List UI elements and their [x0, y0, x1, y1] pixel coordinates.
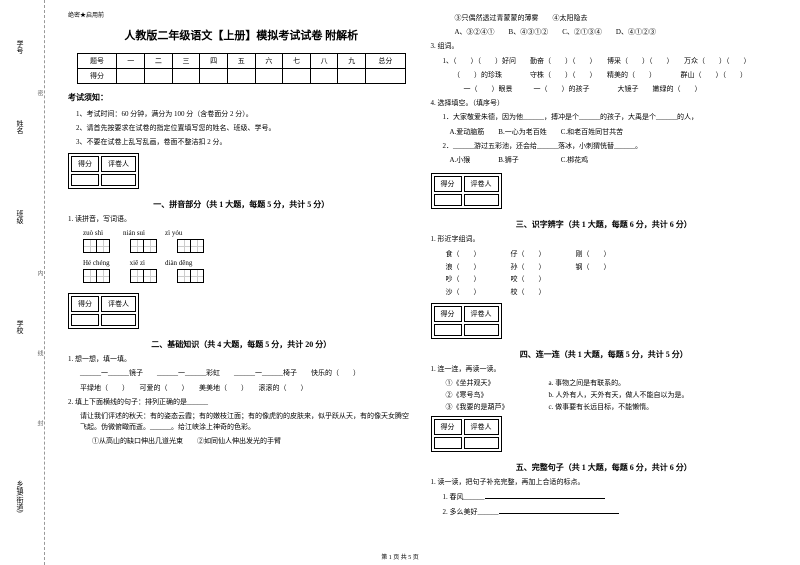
label-xingming: 姓名 [15, 120, 25, 134]
s5-item-1: 1. 春风______ [443, 491, 778, 503]
fold-nei: 内 [35, 270, 44, 276]
th-5: 五 [227, 54, 255, 69]
scorer-box-1: 得分评卷人 [68, 153, 139, 189]
section-2-title: 二、基础知识（共 4 大题，每题 5 分，共计 20 分） [68, 339, 415, 350]
s4-q1: 1. 连一连，再读一读。 [431, 364, 778, 375]
th-8: 八 [310, 54, 338, 69]
notice-heading: 考试须知： [68, 92, 415, 103]
py-3: zì yóu [165, 229, 182, 237]
connect-left: ①《坐井观天》 ②《寒号鸟》 ③《我要的是葫芦》 [446, 378, 509, 412]
py-6: diàn dēng [165, 259, 192, 267]
th-3: 三 [172, 54, 200, 69]
notice-1: 1、考试时间：60 分钟，满分为 100 分（含卷面分 2 分）。 [76, 107, 415, 121]
label-xuehao: 学号 [15, 40, 25, 54]
py-5: xiě zì [130, 259, 145, 267]
th-9: 九 [338, 54, 366, 69]
score-header-row: 题号 一 二 三 四 五 六 七 八 九 总分 [77, 54, 405, 69]
notice-3: 3、不要在试卷上乱写乱画，卷面不整洁扣 2 分。 [76, 135, 415, 149]
th-7: 七 [283, 54, 311, 69]
page-footer: 第 1 页 共 5 页 [381, 552, 419, 561]
connect-block: ①《坐井观天》 ②《寒号鸟》 ③《我要的是葫芦》 a. 事物之间是有联系的。 b… [446, 378, 778, 412]
s2-q4-l3: 2．______游过五彩池，还会给______落冰，小刺猬恍替______。 [443, 141, 778, 152]
score-table: 题号 一 二 三 四 五 六 七 八 九 总分 得分 [77, 53, 406, 84]
grid-5[interactable] [130, 269, 157, 283]
notice-2: 2、请首先按要求在试卷的指定位置填写您的姓名、班级、学号。 [76, 121, 415, 135]
word-grid: 食（ ）仔（ ）刚（ ） 浪（ ）孙（ ）钢（ ） 吵（ ）咬（ ） 沙（ ）校… [446, 248, 778, 298]
scorer-person: 评卷人 [101, 156, 136, 172]
grid-4[interactable] [83, 269, 110, 283]
pinyin-row-2: Hé chéng xiě zì diàn dēng [83, 259, 415, 267]
pinyin-row-1: zuò shì nián suì zì yóu [83, 229, 415, 237]
s2-q2: 2. 填上下面横线的句子：排列正确的是______ [68, 397, 415, 408]
s2-q4-l4: A.小猴 B.狮子 C.梆花鸡 [443, 155, 778, 166]
section-3-title: 三、识字辨字（共 1 大题，每题 6 分，共计 6 分） [431, 219, 778, 230]
label-banji: 班级 [15, 210, 25, 224]
scorer-box-3: 得分评卷人 [431, 173, 502, 209]
s5-q1: 1. 读一读，把句子补充完整，再加上合适的标点。 [431, 477, 778, 488]
th-4: 四 [200, 54, 228, 69]
py-1: zuò shì [83, 229, 103, 237]
grid-2[interactable] [130, 239, 157, 253]
s1-q1: 1. 读拼音，写词语。 [68, 214, 415, 225]
s2-q4-l1: 1．大家敬爱朱德，因为他______，搏冲是个______的孩子，大禹是个___… [443, 112, 778, 123]
exam-title: 人教版二年级语文【上册】模拟考试试卷 附解析 [68, 27, 415, 43]
section-1-title: 一、拼音部分（共 1 大题，每题 5 分，共计 5 分） [68, 199, 415, 210]
scorer-box-5: 得分评卷人 [431, 416, 502, 452]
th-6: 六 [255, 54, 283, 69]
score-value-row: 得分 [77, 69, 405, 84]
s2-q3-l1: 1、（ ）（ ）好问 勤奋（ ）（ ） 博采（ ）（ ） 万众（ ）（ ） [443, 56, 778, 67]
grid-3[interactable] [177, 239, 204, 253]
scorer-box-2: 得分评卷人 [68, 293, 139, 329]
fold-feng: 封 [35, 420, 44, 426]
s2-q2-text: 请让我们评述的秋天：有的姿态云霞；有的嫩枝江面；有的像虎豹的皮肤来，似乎跃从天，… [80, 411, 415, 433]
s2-q1-l2: 平绿地（ ） 可爱的（ ） 美美地（ ） 滚滚的（ ） [80, 383, 415, 394]
th-10: 总分 [366, 54, 406, 69]
fold-mi: 密 [35, 90, 44, 96]
s2-q4-l2: A.爱动脑筋 B.一心为老百姓 C.和老百姓同甘共苦 [443, 127, 778, 138]
s2-q2-opt1: ①从高山的缺口伸出几道光束 ②如同仙人伸出发光的手臂 [92, 436, 415, 447]
s5-item-2: 2. 多么美好______ [443, 506, 778, 518]
connect-right: a. 事物之间是有联系的。 b. 人外有人，天外有天，做人不能自以为是。 c. … [549, 378, 689, 412]
th-2: 二 [145, 54, 173, 69]
py-2: nián suì [123, 229, 145, 237]
grid-row-2 [83, 269, 415, 283]
td-label: 得分 [77, 69, 117, 84]
grid-1[interactable] [83, 239, 110, 253]
s2-q3-l3: 一（ ）眼景 一（ ）的孩子 大镜子 嫩绿的（ ） [443, 84, 778, 95]
s3-q1: 1. 形近字组词。 [431, 234, 778, 245]
page-content: 绝密★启用前 人教版二年级语文【上册】模拟考试试卷 附解析 题号 一 二 三 四… [45, 0, 800, 565]
py-4: Hé chéng [83, 259, 110, 267]
grid-6[interactable] [177, 269, 204, 283]
right-column: ③只偶然透过青蒙蒙的薄雾 ④太阳隐去 A、③②④① B、④③①② C、②①③④ … [423, 10, 786, 555]
section-5-title: 五、完整句子（共 1 大题，每题 6 分，共计 6 分） [431, 462, 778, 473]
scorer-score: 得分 [71, 156, 99, 172]
s2-q4: 4. 选择填空。（填序号） [431, 98, 778, 109]
s2-q1-l1: ______一______镜子 ______一______彩虹 ______一_… [80, 368, 415, 379]
label-xuexiao: 学校 [15, 320, 25, 334]
notice-list: 1、考试时间：60 分钟，满分为 100 分（含卷面分 2 分）。 2、请首先按… [76, 107, 415, 149]
fold-xian: 线 [35, 350, 44, 356]
s2-q2-more2: A、③②④① B、④③①② C、②①③④ D、④①②③ [455, 27, 778, 38]
th-0: 题号 [77, 54, 117, 69]
th-1: 一 [117, 54, 145, 69]
s2-q2-more1: ③只偶然透过青蒙蒙的薄雾 ④太阳隐去 [455, 13, 778, 24]
grid-row-1 [83, 239, 415, 253]
label-xiangzhen: 乡镇(街道) [15, 480, 25, 513]
secret-label: 绝密★启用前 [68, 10, 415, 19]
section-4-title: 四、连一连（共 1 大题，每题 5 分，共计 5 分） [431, 349, 778, 360]
left-column: 绝密★启用前 人教版二年级语文【上册】模拟考试试卷 附解析 题号 一 二 三 四… [60, 10, 423, 555]
s2-q3: 3. 组词。 [431, 41, 778, 52]
s2-q1: 1. 想一想，填一填。 [68, 354, 415, 365]
s2-q3-l2: （ ）的珍珠 守株（ ）（ ） 精美的（ ） 群山（ ）（ ） [443, 70, 778, 81]
scorer-box-4: 得分评卷人 [431, 303, 502, 339]
binding-margin: 学号 姓名 班级 学校 乡镇(街道) 密 内 线 封 [0, 0, 45, 565]
